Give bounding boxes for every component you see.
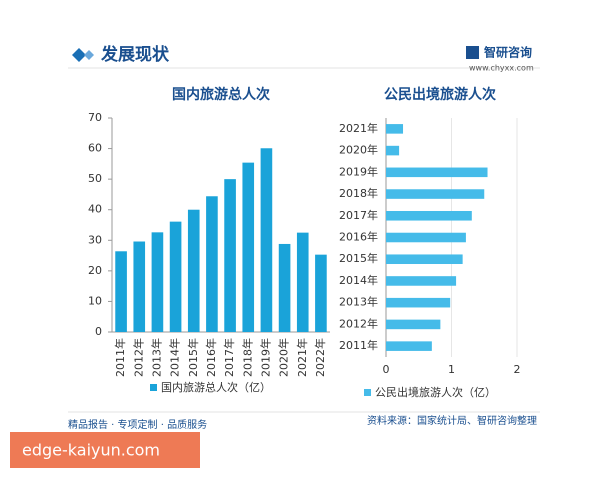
bar xyxy=(386,254,463,265)
y-tick-label: 0 xyxy=(95,325,102,338)
y-tick-label: 2018年 xyxy=(339,186,378,200)
bar xyxy=(296,232,309,332)
legend-label: 国内旅游总人次（亿） xyxy=(161,380,271,394)
x-tick-label: 2015年 xyxy=(186,338,200,377)
x-tick-label: 1 xyxy=(448,363,455,376)
x-tick-label: 2022年 xyxy=(313,338,327,377)
y-tick-label: 2020年 xyxy=(339,143,378,157)
y-tick-label: 2012年 xyxy=(339,316,378,330)
bar xyxy=(315,254,327,332)
y-tick-label: 2016年 xyxy=(339,230,378,244)
x-tick-label: 2014年 xyxy=(168,338,182,377)
footer-source: 资料来源：国家统计局、智研咨询整理 xyxy=(367,414,537,427)
bar xyxy=(386,341,432,351)
x-tick-label: 2020年 xyxy=(277,338,291,377)
y-tick-label: 2021年 xyxy=(339,121,378,135)
y-tick-label: 50 xyxy=(88,172,102,185)
bar xyxy=(224,179,236,332)
y-tick-label: 60 xyxy=(88,142,102,155)
bar xyxy=(386,167,488,178)
bar xyxy=(386,319,441,330)
x-tick-label: 0 xyxy=(383,363,390,376)
x-tick-label: 2012年 xyxy=(131,338,145,377)
x-tick-label: 2011年 xyxy=(113,338,127,377)
y-tick-label: 2015年 xyxy=(339,251,378,265)
bar xyxy=(260,148,273,332)
chart-title: 公民出境旅游人次 xyxy=(384,86,496,103)
chart-title: 国内旅游总人次 xyxy=(172,86,270,103)
footer-tagline: 精品报告 · 专项定制 · 品质服务 xyxy=(68,418,207,431)
bar xyxy=(115,251,127,332)
y-tick-label: 2019年 xyxy=(339,164,378,178)
x-tick-label: 2021年 xyxy=(295,338,309,377)
bar xyxy=(169,221,182,332)
y-tick-label: 70 xyxy=(88,111,102,124)
y-tick-label: 2013年 xyxy=(339,295,378,309)
bar xyxy=(386,232,466,243)
bar xyxy=(386,189,485,199)
banner xyxy=(10,432,200,468)
bar xyxy=(206,196,218,332)
x-tick-label: 2 xyxy=(514,363,521,376)
x-tick-label: 2019年 xyxy=(258,338,272,377)
y-tick-label: 30 xyxy=(88,233,102,246)
legend-swatch xyxy=(364,389,371,396)
brand: 智研咨询 xyxy=(483,45,532,60)
bar xyxy=(386,210,472,221)
logo-icon xyxy=(466,46,479,59)
x-tick-label: 2017年 xyxy=(222,338,236,377)
y-tick-label: 20 xyxy=(88,264,102,277)
brand-url: www.chyxx.com xyxy=(469,64,534,73)
y-tick-label: 10 xyxy=(88,294,102,307)
bar xyxy=(151,232,164,332)
bar xyxy=(278,243,291,332)
y-tick-label: 2014年 xyxy=(339,273,378,287)
bar xyxy=(133,241,146,332)
header-icon xyxy=(84,50,94,60)
x-tick-label: 2016年 xyxy=(204,338,218,377)
header-title: 发展现状 xyxy=(100,44,170,65)
y-tick-label: 40 xyxy=(88,203,102,216)
x-tick-label: 2018年 xyxy=(240,338,254,377)
legend-label: 公民出境旅游人次（亿） xyxy=(375,385,496,399)
bar xyxy=(242,162,255,332)
y-tick-label: 2011年 xyxy=(339,338,378,352)
bar xyxy=(386,297,451,308)
header-icon xyxy=(72,48,86,62)
y-tick-label: 2017年 xyxy=(339,208,378,222)
x-tick-label: 2013年 xyxy=(149,338,163,377)
bar xyxy=(386,124,404,134)
bar xyxy=(386,145,400,156)
bar xyxy=(386,276,457,286)
legend-swatch xyxy=(150,384,157,391)
bar xyxy=(187,209,200,332)
banner-text: edge-kaiyun.com xyxy=(22,441,160,460)
